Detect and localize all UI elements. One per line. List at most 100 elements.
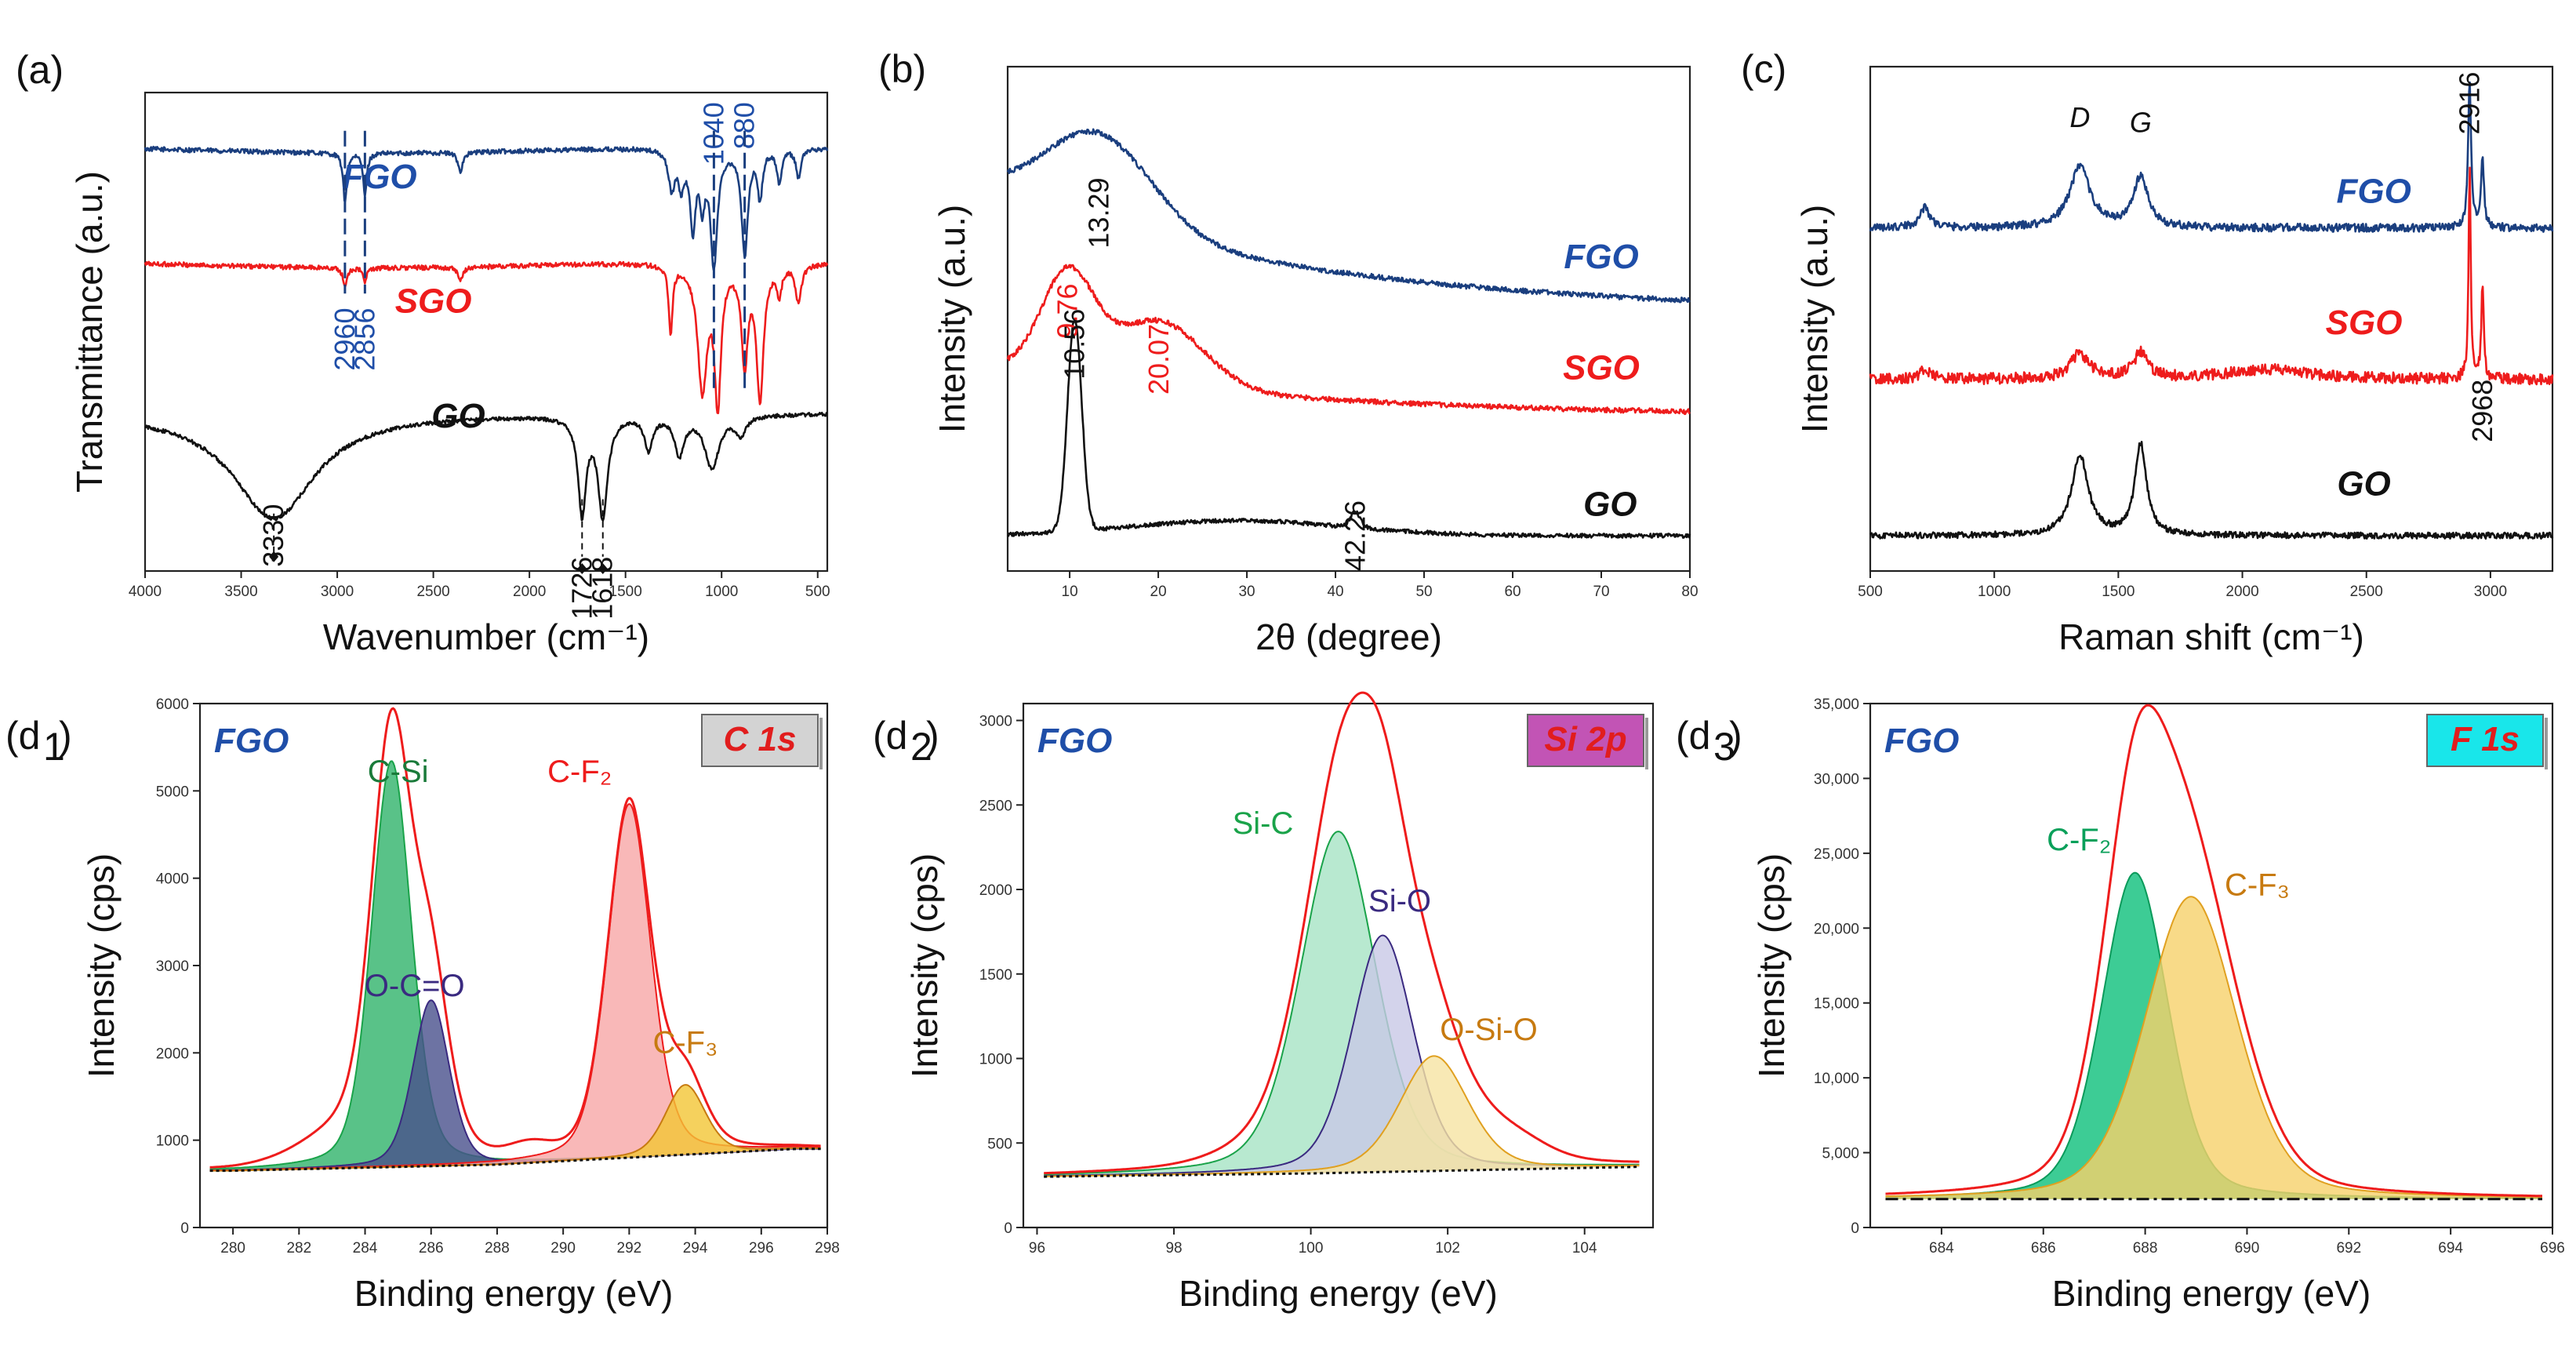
x-tick-label: 1000: [705, 584, 738, 600]
x-tick-label: 3000: [321, 584, 354, 600]
x-tick-label: 30: [1238, 584, 1255, 600]
x-axis-title: Wavenumber (cm⁻¹): [323, 616, 649, 657]
panel-d3: 684 686 688 690 692 694 696 0 5,000 10,000 15,000 2…: [1751, 697, 2565, 1314]
core-level-badge-text: C 1s: [724, 720, 797, 758]
envelope-line: [1044, 691, 1640, 1175]
x-tick-label: 696: [2540, 1240, 2565, 1257]
y-tick-label: 2000: [979, 882, 1012, 899]
x-tick-label: 500: [805, 584, 830, 600]
peak-marker: [598, 562, 608, 574]
panel-c: 500 1000 1500 2000 2500 3000 Raman shift (cm⁻¹…: [1794, 65, 2554, 657]
plot-frame: [1869, 65, 2554, 573]
panel-label: (c): [1741, 47, 1786, 91]
sample-label: FGO: [1884, 722, 1959, 760]
y-tick-label: 1000: [156, 1133, 189, 1150]
component-fill: [209, 1085, 821, 1171]
component-line: [1885, 896, 2542, 1198]
x-tick-label: 1500: [609, 584, 642, 600]
sample-label: FGO: [1564, 238, 1638, 276]
y-tick-label: 500: [987, 1136, 1012, 1152]
y-tick-label: 30,000: [1814, 771, 1859, 787]
raman-band-label: G: [2130, 107, 2152, 139]
series-sgo-line: [144, 260, 829, 415]
core-level-badge: [2426, 714, 2544, 767]
y-tick-label: 4000: [156, 871, 189, 888]
y-tick-label: 35,000: [1814, 697, 1859, 713]
x-tick-label: 40: [1327, 584, 1343, 600]
raman-band-label: D: [2069, 101, 2090, 133]
component-line: [1044, 1055, 1640, 1177]
panel-d1: 280 282 284 286 288 290 292 294 296 298 0 1000 2000 3…: [81, 697, 840, 1314]
sample-label: GO: [1583, 485, 1637, 523]
x-axis-title: Binding energy (eV): [354, 1273, 674, 1314]
peak-annotation: 2968: [2466, 380, 2498, 442]
core-level-badge: [1527, 714, 1644, 767]
component-label: C-Si: [368, 755, 429, 789]
x-tick-label: 80: [1681, 584, 1698, 600]
y-tick-label: 20,000: [1814, 921, 1859, 937]
y-axis-title: Intensity (a.u.): [1794, 205, 1835, 433]
x-tick-label: 692: [2336, 1240, 2361, 1257]
y-tick-label: 0: [1004, 1220, 1012, 1237]
x-tick-label: 284: [353, 1240, 378, 1257]
component-label: O-Si-O: [1440, 1013, 1537, 1047]
x-tick-label: 98: [1165, 1240, 1182, 1257]
x-tick-label: 298: [815, 1240, 840, 1257]
panel-label-subscript: 1: [43, 725, 65, 769]
component-label: C-F₃: [2225, 867, 2290, 902]
x-tick-label: 280: [220, 1240, 245, 1257]
sample-label: GO: [2337, 465, 2390, 504]
x-tick-label: 50: [1415, 584, 1432, 600]
sample-label: SGO: [2326, 304, 2403, 342]
y-axis-title: Intensity (a.u.): [932, 205, 972, 433]
envelope-line: [209, 707, 821, 1169]
component-label: Si-C: [1233, 806, 1294, 841]
peak-annotation: 13.29: [1082, 177, 1114, 248]
y-tick-label: 15,000: [1814, 996, 1859, 1013]
series-go-line: [144, 411, 828, 522]
component-fill: [1885, 897, 2542, 1199]
x-tick-label: 3500: [224, 584, 257, 600]
x-tick-label: 2000: [513, 584, 546, 600]
x-tick-label: 4000: [129, 584, 162, 600]
x-tick-label: 690: [2235, 1240, 2260, 1257]
y-tick-label: 25,000: [1814, 846, 1859, 863]
core-level-badge: [701, 714, 819, 767]
x-tick-label: 60: [1504, 584, 1521, 600]
x-tick-label: 70: [1593, 584, 1609, 600]
component-label: O-C=O: [365, 969, 465, 1003]
series-sgo-line: [1869, 166, 2554, 386]
y-tick-label: 2500: [979, 798, 1012, 814]
component-fill: [209, 804, 821, 1171]
core-level-badge-text: F 1s: [2451, 720, 2520, 758]
x-tick-label: 1000: [1978, 584, 2011, 600]
component-label: C-F₃: [652, 1025, 718, 1060]
x-tick-label: 2500: [416, 584, 449, 600]
component-line: [209, 803, 821, 1172]
x-tick-label: 3000: [2474, 584, 2507, 600]
peak-annotation: 20.07: [1143, 324, 1175, 395]
x-tick-label: 104: [1572, 1240, 1597, 1257]
x-tick-label: 2000: [2225, 584, 2258, 600]
peak-annotation: 9.76: [1051, 283, 1083, 338]
component-fill: [209, 761, 821, 1171]
x-tick-label: 290: [550, 1240, 576, 1257]
y-tick-label: 3000: [979, 714, 1012, 730]
panel-a: 4000 3500 3000 2500 2000 1500 1000 500 Wavenumbe…: [69, 91, 830, 657]
x-tick-label: 296: [749, 1240, 774, 1257]
y-axis-title: Intensity (cps): [904, 853, 945, 1078]
peak-marker: [269, 551, 279, 562]
x-tick-label: 684: [1929, 1240, 1954, 1257]
y-tick-label: 6000: [156, 697, 189, 713]
x-tick-label: 96: [1029, 1240, 1045, 1257]
sample-label: FGO: [214, 722, 289, 760]
peak-marker: [577, 562, 587, 574]
plot-frame: [144, 91, 829, 573]
x-tick-label: 20: [1150, 584, 1167, 600]
y-tick-label: 0: [180, 1220, 189, 1237]
panel-b: 10 20 30 40 50 60 70 80 2θ (degree) Intensity (a.…: [932, 65, 1699, 657]
panel-label-subscript: 2: [910, 725, 932, 769]
panel-label: (d: [5, 714, 40, 758]
component-label: C-F₂: [2047, 823, 2111, 857]
